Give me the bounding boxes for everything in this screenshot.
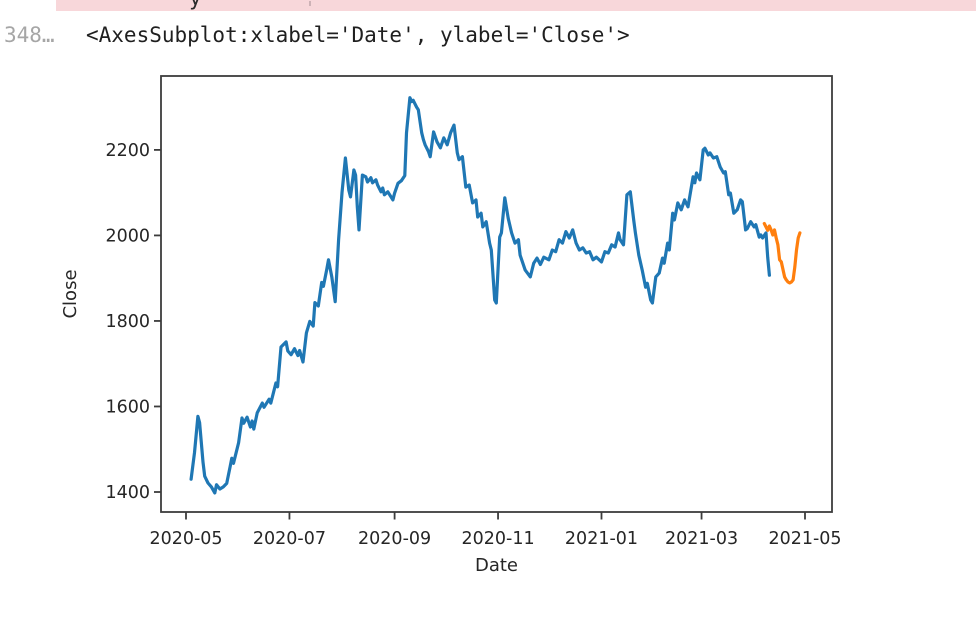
notebook-output-area[interactable]: 348… <AxesSubplot:xlabel='Date', ylabel=… — [0, 21, 976, 51]
y-axis-label: Close — [60, 269, 81, 318]
y-tick-label: 2000 — [105, 226, 150, 246]
execution-count: 348… — [4, 23, 55, 47]
warning-clipped-mark — [309, 1, 311, 6]
close-actual-line — [189, 96, 771, 495]
y-tick-label: 2200 — [105, 141, 150, 161]
x-axis-label: Date — [475, 555, 518, 576]
x-tick-label: 2021-01 — [565, 529, 638, 549]
y-tick-label: 1600 — [105, 397, 150, 417]
close-forecast-line — [762, 221, 802, 285]
x-tick-label: 2021-03 — [665, 529, 738, 549]
y-tick-label: 1400 — [105, 483, 150, 503]
plot-area-spines — [160, 75, 833, 513]
x-tick-label: 2020-09 — [358, 529, 431, 549]
x-tick-label: 2020-05 — [149, 529, 222, 549]
repr-output-text: <AxesSubplot:xlabel='Date', ylabel='Clos… — [86, 23, 630, 47]
x-tick-label: 2020-11 — [461, 529, 534, 549]
x-tick-label: 2020-07 — [253, 529, 326, 549]
x-tick-label: 2021-05 — [768, 529, 841, 549]
warning-clipped-text: y — [189, 0, 202, 10]
warning-output-strip[interactable]: y — [56, 0, 976, 11]
y-tick-label: 1800 — [105, 312, 150, 332]
